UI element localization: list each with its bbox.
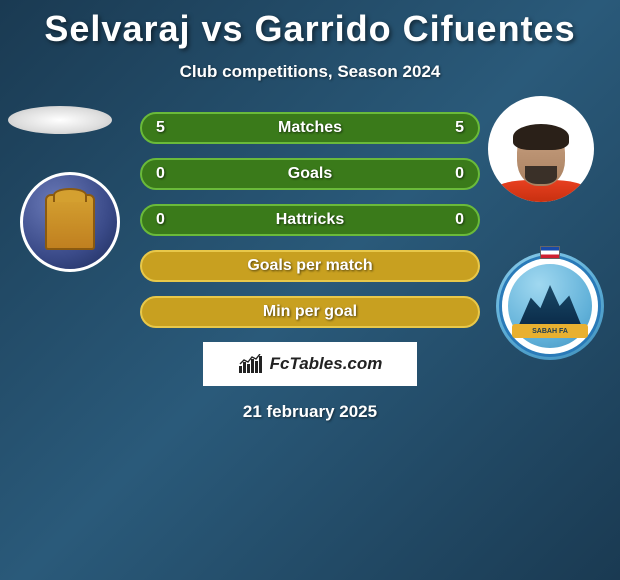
player1-avatar	[8, 106, 112, 134]
stat-left-value: 0	[156, 211, 196, 229]
date-label: 21 february 2025	[243, 402, 377, 422]
stat-left-value: 0	[156, 165, 196, 183]
player1-club-crest	[20, 172, 120, 272]
branding-badge[interactable]: FcTables.com	[203, 342, 417, 386]
stat-label: Matches	[196, 119, 424, 137]
stat-left-value: 5	[156, 119, 196, 137]
stat-row-hattricks: 0 Hattricks 0	[140, 204, 480, 236]
stat-row-min-per-goal: Min per goal	[140, 296, 480, 328]
stat-right-value: 0	[424, 211, 464, 229]
chart-icon	[238, 354, 264, 374]
stat-row-goals-per-match: Goals per match	[140, 250, 480, 282]
stat-label: Goals	[196, 165, 424, 183]
stat-right-value: 5	[424, 119, 464, 137]
subtitle: Club competitions, Season 2024	[180, 62, 441, 82]
comparison-card: Selvaraj vs Garrido Cifuentes Club compe…	[0, 0, 620, 422]
stat-row-goals: 0 Goals 0	[140, 158, 480, 190]
player2-club-crest: SABAH FA	[496, 252, 604, 360]
stat-label: Goals per match	[196, 257, 424, 275]
branding-label: FcTables.com	[270, 354, 383, 374]
stat-label: Min per goal	[196, 303, 424, 321]
stat-row-matches: 5 Matches 5	[140, 112, 480, 144]
stat-label: Hattricks	[196, 211, 424, 229]
stat-right-value: 0	[424, 165, 464, 183]
player2-avatar	[488, 96, 594, 202]
page-title: Selvaraj vs Garrido Cifuentes	[44, 8, 575, 50]
stats-area: SABAH FA 5 Matches 5 0 Goals 0 0 Hattric…	[0, 112, 620, 328]
